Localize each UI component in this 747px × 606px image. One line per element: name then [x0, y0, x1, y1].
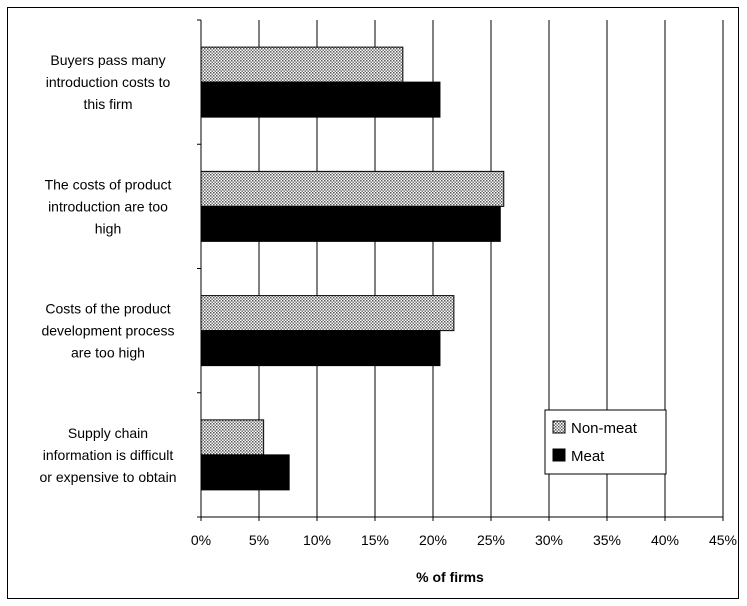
- category-label: Buyers pass many introduction costs to thi…: [46, 52, 171, 112]
- legend-swatch: [552, 448, 566, 462]
- x-tick-label: 15%: [361, 532, 389, 548]
- legend-swatch: [552, 420, 566, 434]
- category-label-line: are too high: [71, 345, 145, 361]
- category-label-line: high: [95, 220, 121, 236]
- x-tick-label: 40%: [651, 532, 679, 548]
- non-meat-bar: [200, 419, 265, 456]
- category-label-line: introduction costs to: [46, 74, 171, 90]
- non-meat-bar: [200, 170, 505, 207]
- x-tick-labels: 0% 5% 10% 15% 20% 25% 30% 35% 40% 45%: [191, 532, 737, 548]
- category-label-line: this firm: [84, 96, 133, 112]
- non-meat-bar: [200, 295, 455, 332]
- category-label: Costs of the product development process a…: [41, 301, 174, 361]
- legend-label: Meat: [571, 448, 605, 465]
- x-tick-label: 45%: [709, 532, 737, 548]
- category-label-line: Buyers pass many: [50, 52, 165, 68]
- category-label-line: Costs of the product: [45, 301, 170, 317]
- x-tick-label: 35%: [593, 532, 621, 548]
- x-tick-label: 5%: [249, 532, 269, 548]
- meat-bar: [200, 454, 290, 491]
- non-meat-bar: [200, 46, 404, 83]
- x-tick-label: 25%: [477, 532, 505, 548]
- meat-bar: [200, 205, 501, 242]
- category-label-line: The costs of product: [45, 176, 172, 192]
- bars: [200, 46, 505, 491]
- meat-bar: [200, 81, 441, 118]
- category-label: Supply chain information is difficult or e…: [40, 425, 177, 485]
- category-label-line: introduction are too: [48, 198, 168, 214]
- legend-label: Non-meat: [571, 420, 638, 437]
- chart-frame: [7, 7, 739, 599]
- legend: Non-meat Meat: [544, 409, 667, 475]
- x-tick-label: 10%: [303, 532, 331, 548]
- x-axis-title: % of firms: [416, 569, 484, 585]
- x-tick-label: 30%: [535, 532, 563, 548]
- meat-bar: [200, 330, 441, 367]
- category-label-line: development process: [41, 323, 174, 339]
- category-label: The costs of product introduction are too…: [45, 176, 172, 236]
- axes: [197, 19, 724, 521]
- x-tick-label: 0%: [191, 532, 211, 548]
- category-label-line: information is difficult: [43, 447, 174, 463]
- category-labels: Buyers pass many introduction costs to thi…: [40, 52, 177, 485]
- category-label-line: or expensive to obtain: [40, 469, 177, 485]
- category-label-line: Supply chain: [68, 425, 148, 441]
- x-tick-label: 20%: [419, 532, 447, 548]
